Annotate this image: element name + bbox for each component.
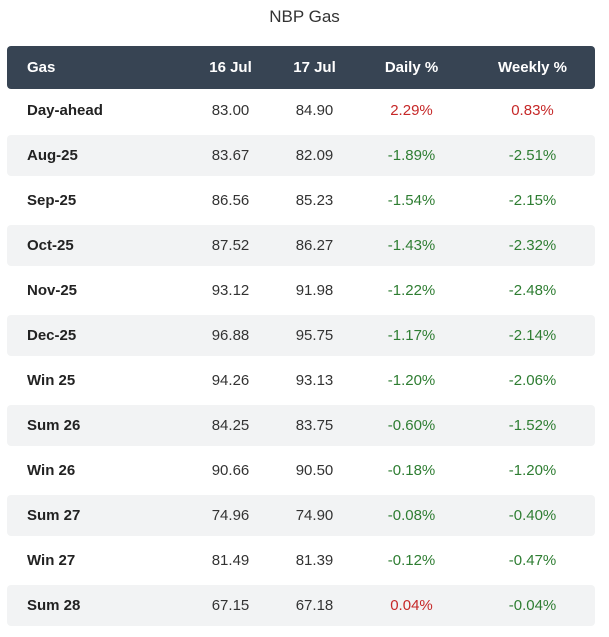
table-row: Sum 28 67.15 67.18 0.04% -0.04%	[7, 585, 595, 626]
contract-name: Day-ahead	[27, 102, 103, 119]
header-date-1: 16 Jul	[209, 59, 252, 76]
daily-change: -1.22%	[387, 282, 436, 299]
contract-name: Sum 28	[27, 597, 81, 614]
table-row: Sum 27 74.96 74.90 -0.08% -0.40%	[7, 495, 595, 536]
table-row: Day-ahead 83.00 84.90 2.29% 0.83%	[7, 90, 595, 131]
price-16-jul: 87.52	[211, 237, 250, 254]
price-16-jul: 84.25	[211, 417, 250, 434]
header-date-2: 17 Jul	[293, 59, 336, 76]
contract-name: Win 27	[27, 552, 76, 569]
contract-name: Dec-25	[27, 327, 77, 344]
weekly-change: -2.06%	[508, 372, 557, 389]
price-17-jul: 85.23	[295, 192, 334, 209]
daily-change: -1.43%	[387, 237, 436, 254]
price-17-jul: 93.13	[295, 372, 334, 389]
price-16-jul: 93.12	[211, 282, 250, 299]
table-row: Oct-25 87.52 86.27 -1.43% -2.32%	[7, 225, 595, 266]
daily-change: -1.54%	[387, 192, 436, 209]
weekly-change: -1.52%	[508, 417, 557, 434]
price-16-jul: 67.15	[211, 597, 250, 614]
table-row: Win 26 90.66 90.50 -0.18% -1.20%	[7, 450, 595, 491]
header-weekly-pct: Weekly %	[498, 59, 567, 76]
price-17-jul: 86.27	[295, 237, 334, 254]
price-16-jul: 81.49	[211, 552, 250, 569]
header-daily-pct: Daily %	[384, 59, 439, 76]
weekly-change: -0.47%	[508, 552, 557, 569]
price-17-jul: 84.90	[295, 102, 334, 119]
price-16-jul: 83.67	[211, 147, 250, 164]
table-row: Sum 26 84.25 83.75 -0.60% -1.52%	[7, 405, 595, 446]
weekly-change: -2.14%	[508, 327, 557, 344]
weekly-change: -1.20%	[508, 462, 557, 479]
page-title: NBP Gas	[269, 7, 340, 26]
weekly-change: -2.32%	[508, 237, 557, 254]
weekly-change: -0.04%	[508, 597, 557, 614]
table-row: Win 25 94.26 93.13 -1.20% -2.06%	[7, 360, 595, 401]
daily-change: -1.89%	[387, 147, 436, 164]
price-16-jul: 96.88	[211, 327, 250, 344]
table-header: Gas 16 Jul 17 Jul Daily % Weekly %	[7, 46, 595, 89]
table-row: Dec-25 96.88 95.75 -1.17% -2.14%	[7, 315, 595, 356]
price-17-jul: 90.50	[295, 462, 334, 479]
price-17-jul: 81.39	[295, 552, 334, 569]
contract-name: Win 25	[27, 372, 76, 389]
table-row: Nov-25 93.12 91.98 -1.22% -2.48%	[7, 270, 595, 311]
price-17-jul: 74.90	[295, 507, 334, 524]
weekly-change: 0.83%	[511, 102, 554, 119]
daily-change: -0.08%	[387, 507, 436, 524]
price-16-jul: 74.96	[211, 507, 250, 524]
contract-name: Nov-25	[27, 282, 78, 299]
price-table: Gas 16 Jul 17 Jul Daily % Weekly % Day-a…	[7, 46, 595, 630]
daily-change: 0.04%	[390, 597, 433, 614]
contract-name: Sep-25	[27, 192, 77, 209]
price-17-jul: 95.75	[295, 327, 334, 344]
price-17-jul: 83.75	[295, 417, 334, 434]
price-17-jul: 82.09	[295, 147, 334, 164]
contract-name: Aug-25	[27, 147, 78, 164]
weekly-change: -2.48%	[508, 282, 557, 299]
table-row: Aug-25 83.67 82.09 -1.89% -2.51%	[7, 135, 595, 176]
table-row: Win 27 81.49 81.39 -0.12% -0.47%	[7, 540, 595, 581]
header-gas: Gas	[27, 59, 56, 76]
price-16-jul: 94.26	[211, 372, 250, 389]
contract-name: Win 26	[27, 462, 76, 479]
table-body: Day-ahead 83.00 84.90 2.29% 0.83% Aug-25 83.67…	[7, 90, 595, 626]
daily-change: -1.20%	[387, 372, 436, 389]
contract-name: Oct-25	[27, 237, 74, 254]
daily-change: -0.60%	[387, 417, 436, 434]
price-16-jul: 90.66	[211, 462, 250, 479]
daily-change: -0.18%	[387, 462, 436, 479]
table-row: Sep-25 86.56 85.23 -1.54% -2.15%	[7, 180, 595, 221]
price-17-jul: 91.98	[295, 282, 334, 299]
weekly-change: -0.40%	[508, 507, 557, 524]
contract-name: Sum 26	[27, 417, 81, 434]
daily-change: 2.29%	[390, 102, 433, 119]
weekly-change: -2.15%	[508, 192, 557, 209]
contract-name: Sum 27	[27, 507, 81, 524]
price-16-jul: 83.00	[211, 102, 250, 119]
daily-change: -1.17%	[387, 327, 436, 344]
weekly-change: -2.51%	[508, 147, 557, 164]
price-16-jul: 86.56	[211, 192, 250, 209]
daily-change: -0.12%	[387, 552, 436, 569]
price-17-jul: 67.18	[295, 597, 334, 614]
